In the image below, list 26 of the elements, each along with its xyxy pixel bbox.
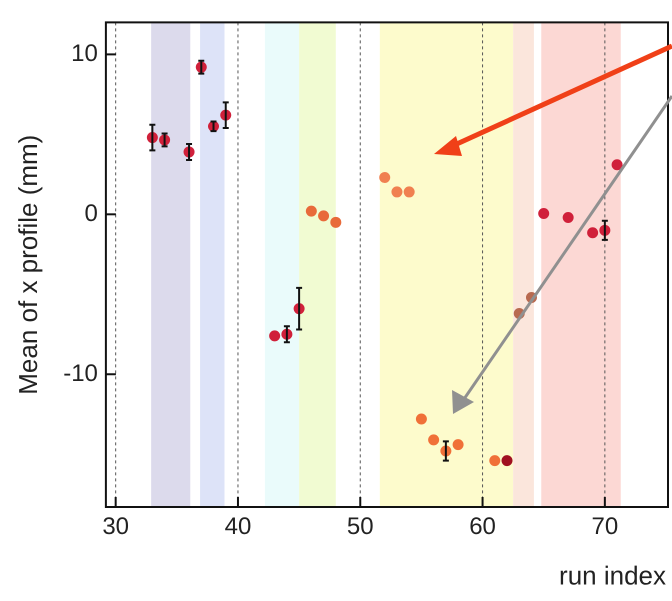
x-tick-label: 50 [346,513,374,540]
y-tick-label: 0 [84,200,98,227]
x-axis-title: run index [559,560,666,591]
point [330,216,342,228]
point [502,455,513,466]
point [612,159,623,170]
x-tick-label: 40 [224,513,252,540]
point [416,414,427,425]
point [318,210,330,222]
point [562,212,574,224]
y-tick-label: 10 [71,40,98,68]
point [428,434,440,446]
point [379,172,390,184]
x-tick-label: 60 [469,513,496,540]
point [452,439,464,450]
point [306,206,317,217]
y-tick-label: -10 [63,360,98,387]
y-axis-title: Mean of x profile (mm) [12,134,43,395]
point [391,186,402,198]
point [404,186,415,198]
point [269,330,280,342]
point [538,208,550,220]
point [587,227,598,238]
x-tick-label: 70 [592,513,618,540]
x-tick-label: 30 [102,513,130,540]
point [489,455,500,466]
